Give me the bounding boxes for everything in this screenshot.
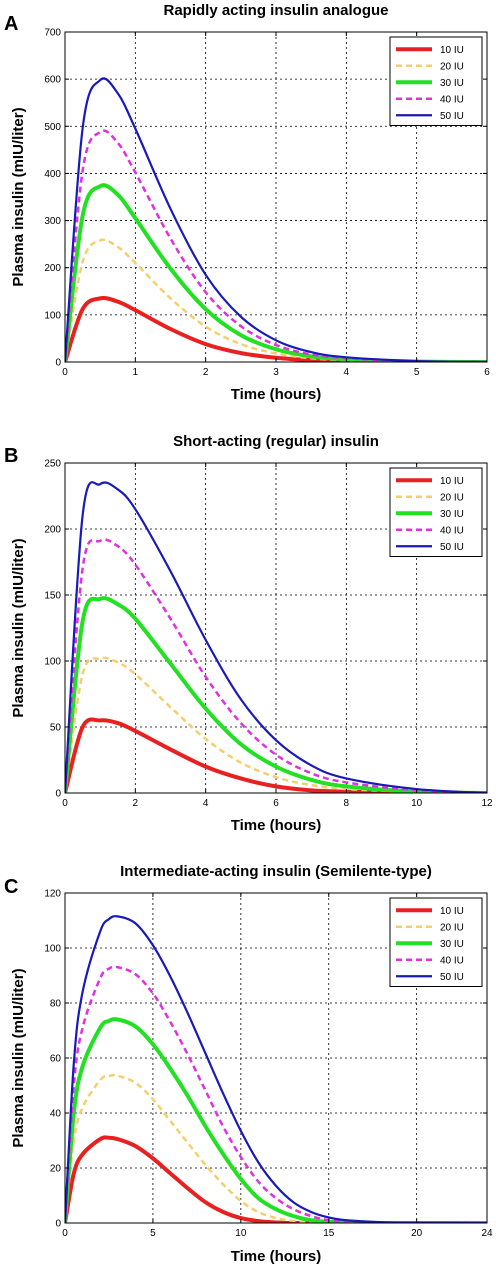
x-tick-label: 10: [411, 798, 423, 809]
x-axis-label: Time (hours): [231, 817, 322, 834]
x-tick-label: 6: [273, 798, 279, 809]
x-tick-label: 24: [481, 1228, 493, 1239]
legend: 10 IU 20 IU 30 IU 40 IU 50 IU: [389, 897, 483, 987]
x-tick-label: 0: [62, 367, 68, 378]
y-axis-label: Plasma insulin (mIU/liter): [10, 968, 27, 1147]
legend-label: 20 IU: [440, 61, 464, 72]
chart-panel-B: B Short-acting (regular) insulin 0 2 4 6 8 10 12…: [4, 433, 493, 834]
legend-label: 40 IU: [440, 94, 464, 105]
legend-label: 30 IU: [440, 939, 464, 950]
x-tick-label: 4: [344, 367, 350, 378]
x-tick-label: 12: [481, 798, 493, 809]
panel-letter: A: [4, 13, 18, 35]
series-line-50-iu: [65, 481, 487, 793]
x-tick-label: 20: [411, 1228, 423, 1239]
y-tick-label: 0: [55, 1219, 61, 1230]
y-axis-label: Plasma insulin (mIU/liter): [10, 107, 27, 286]
y-tick-label: 50: [50, 723, 62, 734]
chart-title: Rapidly acting insulin analogue: [163, 2, 388, 19]
legend-label: 10 IU: [440, 45, 464, 56]
x-tick-label: 10: [235, 1228, 247, 1239]
y-tick-label: 500: [44, 122, 61, 133]
y-tick-label: 700: [44, 28, 61, 39]
y-tick-label: 100: [44, 657, 61, 668]
y-axis-label: Plasma insulin (mIU/liter): [10, 538, 27, 717]
x-tick-label: 4: [203, 798, 209, 809]
x-tick-label: 5: [414, 367, 420, 378]
legend-label: 20 IU: [440, 922, 464, 933]
y-tick-label: 120: [44, 889, 61, 900]
legend-label: 30 IU: [440, 78, 464, 89]
legend: 10 IU 20 IU 30 IU 40 IU 50 IU: [389, 36, 483, 126]
series-line-10-iu: [65, 1135, 487, 1223]
legend-label: 50 IU: [440, 972, 464, 983]
x-axis-label: Time (hours): [231, 386, 322, 403]
y-tick-label: 150: [44, 591, 61, 602]
series-line-50-iu: [65, 77, 487, 362]
series-line-20-iu: [65, 1073, 487, 1223]
legend-label: 10 IU: [440, 906, 464, 917]
x-tick-label: 1: [133, 367, 139, 378]
series-line-50-iu: [65, 915, 487, 1223]
y-tick-label: 250: [44, 459, 61, 470]
y-tick-label: 0: [55, 358, 61, 369]
chart-panel-C: C Intermediate-acting insulin (Semilente-…: [4, 863, 493, 1265]
y-tick-label: 200: [44, 263, 61, 274]
panel-letter: B: [4, 445, 18, 467]
y-tick-label: 40: [50, 1109, 62, 1120]
x-tick-label: 0: [62, 1228, 68, 1239]
y-tick-label: 200: [44, 525, 61, 536]
x-tick-label: 8: [344, 798, 350, 809]
panel-letter: C: [4, 876, 18, 898]
y-tick-label: 20: [50, 1164, 62, 1175]
y-tick-label: 300: [44, 216, 61, 227]
chart-title: Short-acting (regular) insulin: [173, 433, 379, 450]
y-tick-label: 100: [44, 944, 61, 955]
series-line-20-iu: [65, 656, 487, 793]
x-tick-label: 2: [203, 367, 209, 378]
series-line-10-iu: [65, 717, 487, 793]
series-line-30-iu: [65, 596, 487, 793]
legend-label: 20 IU: [440, 492, 464, 503]
x-tick-label: 2: [133, 798, 139, 809]
chart-title: Intermediate-acting insulin (Semilente-t…: [120, 863, 432, 880]
y-tick-label: 60: [50, 1054, 62, 1065]
x-tick-label: 6: [484, 367, 490, 378]
x-tick-label: 15: [323, 1228, 335, 1239]
legend-label: 50 IU: [440, 111, 464, 122]
series-line-40-iu: [65, 965, 487, 1223]
y-tick-label: 80: [50, 999, 62, 1010]
x-axis-label: Time (hours): [231, 1248, 322, 1265]
legend-label: 30 IU: [440, 509, 464, 520]
legend-label: 40 IU: [440, 955, 464, 966]
y-tick-label: 600: [44, 75, 61, 86]
legend-label: 50 IU: [440, 542, 464, 553]
legend-label: 10 IU: [440, 476, 464, 487]
y-tick-label: 0: [55, 789, 61, 800]
x-tick-label: 0: [62, 798, 68, 809]
x-tick-label: 3: [273, 367, 279, 378]
y-tick-label: 100: [44, 310, 61, 321]
legend-label: 40 IU: [440, 525, 464, 536]
legend: 10 IU 20 IU 30 IU 40 IU 50 IU: [389, 467, 483, 557]
series-line-40-iu: [65, 538, 487, 793]
x-tick-label: 5: [150, 1228, 156, 1239]
y-tick-label: 400: [44, 169, 61, 180]
